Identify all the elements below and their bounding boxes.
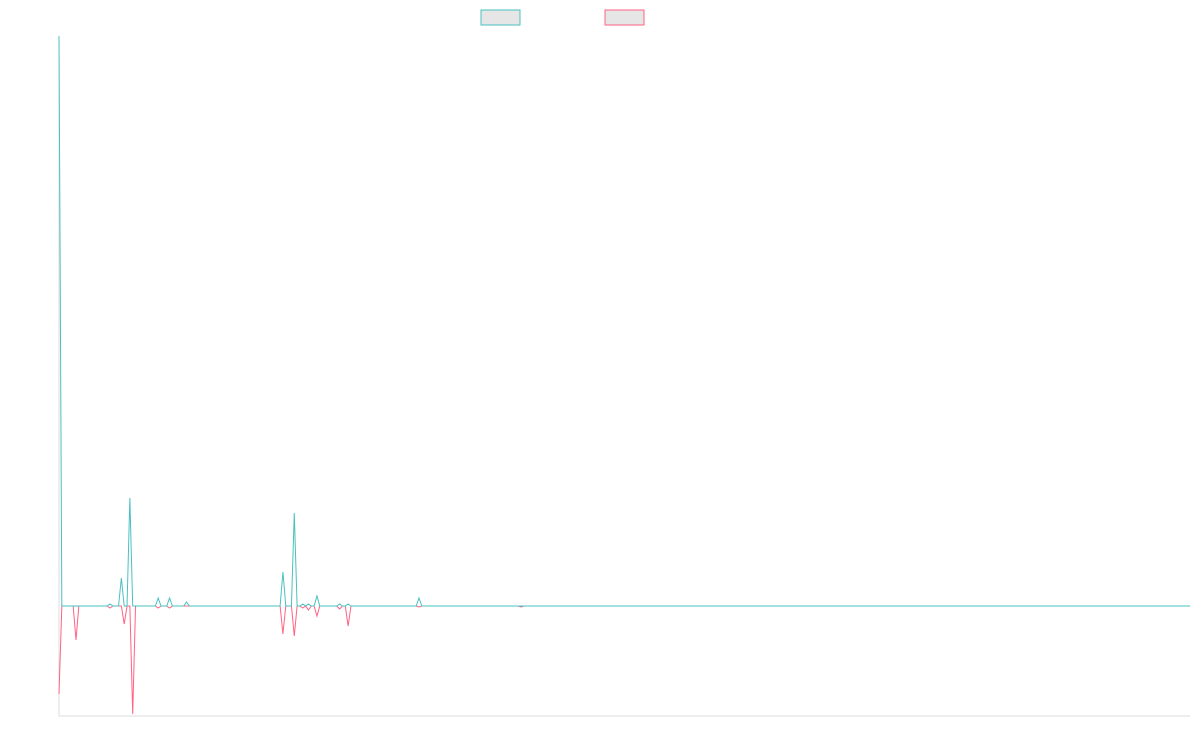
series-lines <box>58 35 1190 715</box>
legend[interactable] <box>480 9 645 26</box>
series-line-1 <box>58 35 1190 607</box>
legend-swatch-2[interactable] <box>604 9 645 26</box>
legend-swatch-1[interactable] <box>480 9 521 26</box>
axes <box>58 36 1190 717</box>
series-line-2 <box>58 605 1190 715</box>
